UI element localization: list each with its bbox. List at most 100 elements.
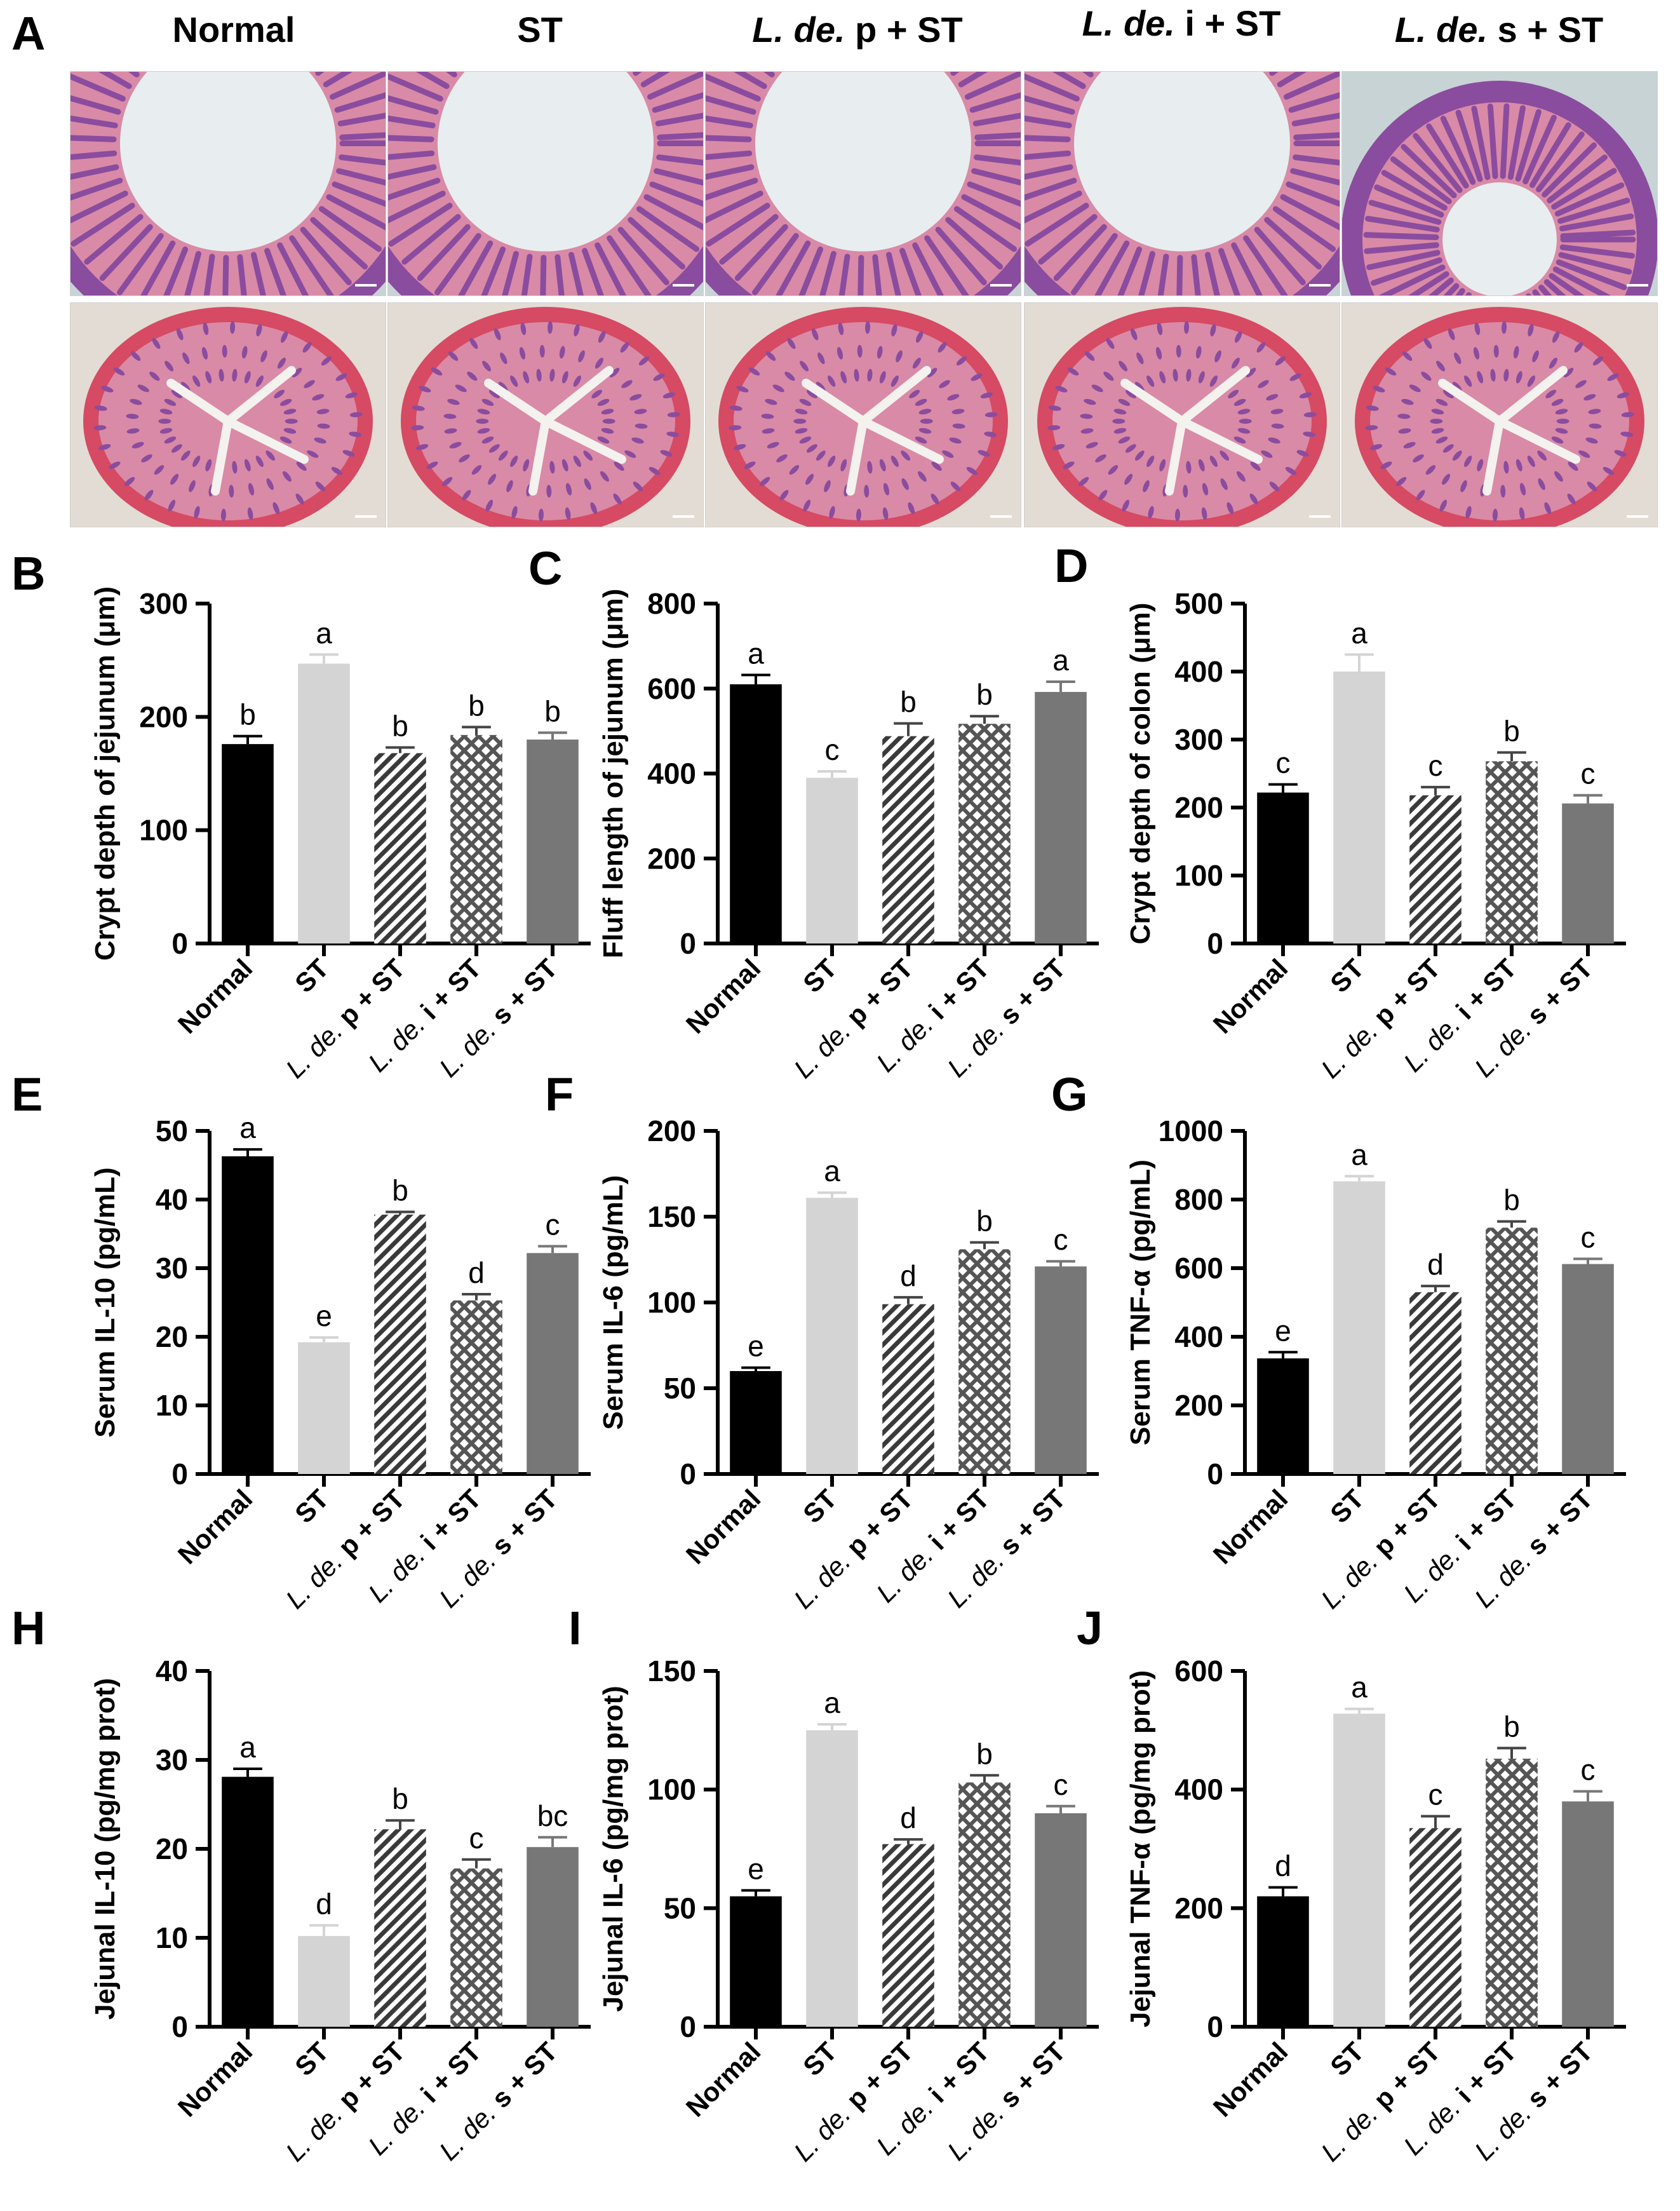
significance-letter: d (900, 1259, 917, 1292)
y-tick-label: 100 (647, 1773, 696, 1806)
y-tick-label: 40 (156, 1654, 188, 1687)
x-tick-label: Normal (172, 953, 259, 1039)
y-tick-label: 1000 (1159, 1114, 1223, 1147)
significance-letter: c (1581, 1753, 1596, 1786)
x-tick-label: ST (289, 953, 334, 998)
y-tick-label: 200 (647, 1114, 696, 1147)
bar (527, 740, 579, 943)
micrograph-jejunum-ldei (1024, 71, 1340, 296)
micrograph-image (706, 72, 1021, 295)
bar (298, 1936, 350, 2027)
significance-letter: d (1275, 1849, 1291, 1883)
column-title-italic: L. de. (752, 10, 845, 50)
significance-letter: a (239, 1731, 256, 1764)
significance-letter: e (748, 1330, 764, 1363)
significance-letter: a (316, 616, 332, 649)
significance-letter: c (1054, 1223, 1068, 1256)
bar (1562, 1264, 1614, 1474)
chart-d: Crypt depth of colon (μm) 0 100 200 300 400 50… (1124, 578, 1639, 1128)
y-tick-label: 200 (647, 842, 696, 875)
significance-letter: e (748, 1852, 764, 1885)
micrograph-colon-ldei (1024, 302, 1340, 527)
significance-letter: b (1503, 1184, 1520, 1217)
column-title-text: ST (517, 10, 563, 50)
y-tick-label: 600 (1174, 1654, 1223, 1687)
bar (1333, 1714, 1385, 2027)
bar (1409, 795, 1462, 943)
y-tick-label: 150 (647, 1200, 696, 1233)
significance-letter: a (824, 1154, 840, 1187)
bar (958, 1782, 1011, 2027)
scale-bar (1627, 515, 1648, 518)
significance-letter: c (1581, 1220, 1596, 1254)
chart-c: Fluff length of jejunum (μm) 0 200 400 600 80… (598, 578, 1112, 1128)
bar (222, 744, 274, 943)
panel-letter-g: G (1051, 1068, 1088, 1121)
significance-letter: d (900, 1801, 917, 1834)
x-tick-label: ST (797, 2036, 842, 2081)
micrograph-image (1342, 72, 1657, 295)
y-tick-label: 800 (1174, 1183, 1223, 1216)
y-axis-label: Jejunal IL-6 (pg/mg prot) (598, 1686, 629, 2012)
bar (298, 663, 350, 943)
micrograph-image (1342, 303, 1657, 527)
scale-bar (673, 284, 694, 287)
micrograph-image (71, 72, 386, 295)
scale-bar (1309, 515, 1331, 518)
y-axis-label: Fluff length of jejunum (μm) (598, 589, 629, 959)
chart-h: Jejunal IL-10 (pg/mg prot) 0 10 20 30 40 a Norm… (76, 1646, 603, 2211)
bar (1486, 1227, 1538, 1474)
x-tick-label: Normal (172, 1484, 259, 1570)
y-axis-label: Crypt depth of colon (μm) (1125, 603, 1156, 945)
micrograph-colon-st (387, 302, 704, 527)
x-tick-label: Normal (1207, 1484, 1294, 1570)
y-tick-label: 10 (156, 1389, 188, 1422)
column-title-text: s + ST (1488, 10, 1604, 50)
micrograph-image (388, 72, 703, 295)
bar (1257, 792, 1309, 943)
y-tick-label: 40 (156, 1183, 188, 1216)
significance-letter: c (1428, 1778, 1443, 1811)
panel-letter-j: J (1077, 1602, 1103, 1654)
x-tick-label: ST (289, 2036, 334, 2081)
column-title-st: ST (381, 9, 699, 50)
y-tick-label: 200 (1174, 1891, 1223, 1924)
y-tick-label: 400 (1174, 1773, 1223, 1806)
y-tick-label: 10 (156, 1921, 188, 1954)
bar (882, 736, 934, 943)
y-tick-label: 30 (156, 1743, 188, 1776)
column-title-text: i + ST (1174, 3, 1281, 43)
y-axis-label: Serum IL-10 (pg/mL) (90, 1167, 121, 1437)
scale-bar (990, 515, 1012, 518)
x-tick-label: Normal (1207, 953, 1294, 1039)
x-tick-label: ST (289, 1484, 334, 1529)
significance-letter: b (976, 1205, 993, 1238)
chart-i: Jejunal IL-6 (pg/mg prot) 0 50 100 150 e Norma… (598, 1646, 1112, 2211)
bar (1333, 672, 1385, 943)
y-tick-label: 200 (139, 700, 188, 733)
micrograph-image (1025, 303, 1340, 527)
column-title-text: Normal (172, 10, 295, 50)
column-title-text: p + ST (845, 10, 963, 50)
scale-bar (355, 284, 377, 287)
bar (374, 1214, 426, 1474)
panel-letter-h: H (11, 1602, 46, 1654)
significance-letter: c (469, 1822, 484, 1855)
bar (1257, 1358, 1309, 1474)
y-tick-label: 100 (647, 1286, 696, 1319)
micrograph-image (706, 303, 1021, 527)
panel-letter-f: F (545, 1068, 574, 1121)
panel-letter-i: I (568, 1602, 582, 1654)
scale-bar (1627, 284, 1648, 287)
significance-letter: e (1275, 1314, 1291, 1347)
bar (1409, 1828, 1462, 2027)
bar (730, 684, 782, 943)
y-axis-label: Serum IL-6 (pg/mL) (598, 1175, 629, 1430)
y-tick-label: 400 (1174, 655, 1223, 688)
y-tick-label: 500 (1174, 587, 1223, 620)
x-tick-label: Normal (1207, 2036, 1294, 2123)
bar (298, 1342, 350, 1474)
y-tick-label: 0 (1207, 1457, 1223, 1491)
significance-letter: b (544, 694, 561, 727)
y-tick-label: 0 (1207, 2010, 1223, 2043)
